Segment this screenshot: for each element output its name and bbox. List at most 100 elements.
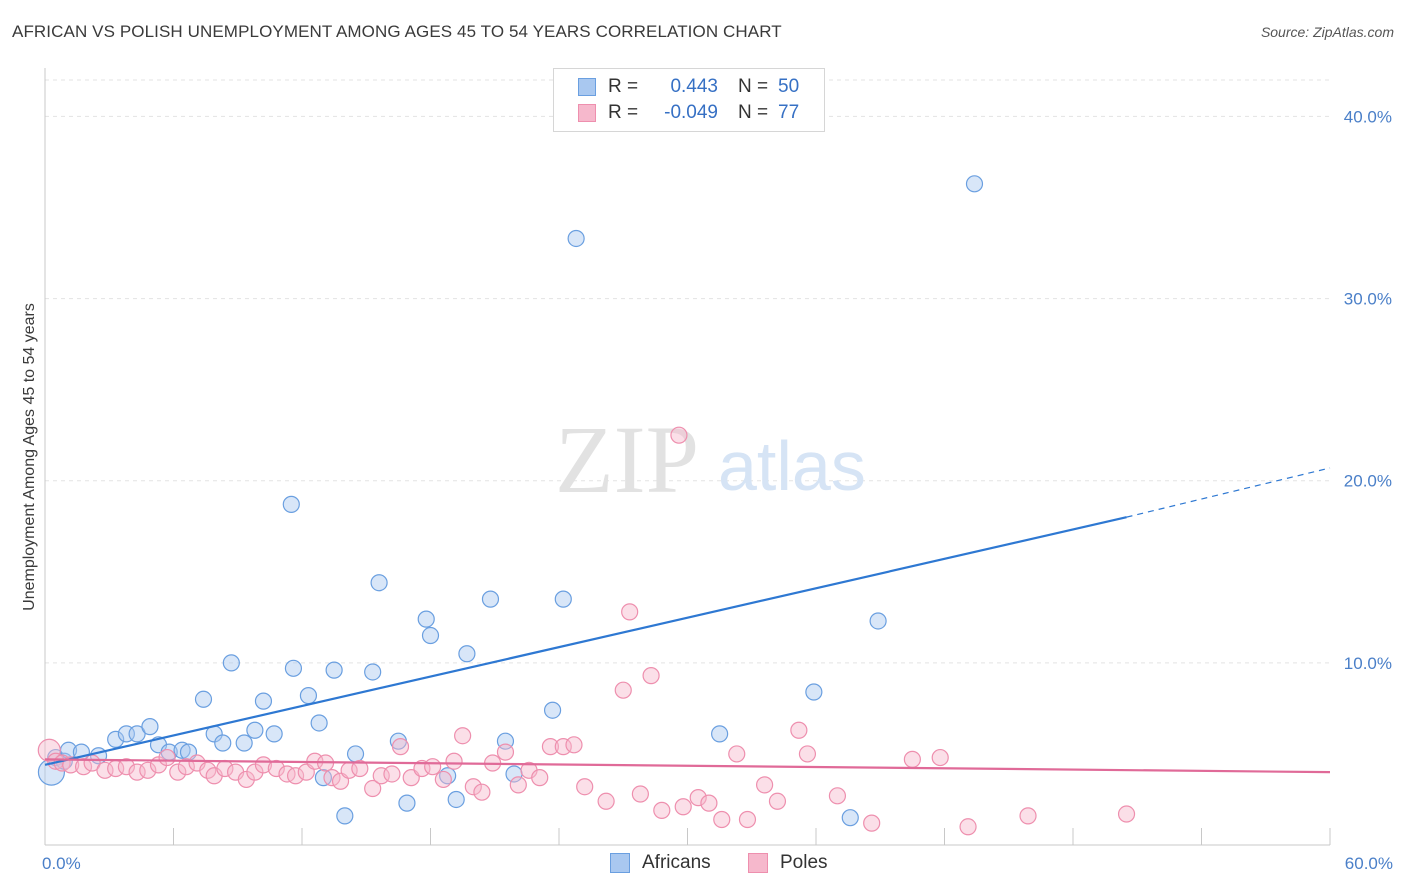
data-point-poles: [631, 785, 649, 803]
data-point-poles: [828, 787, 847, 805]
data-point-africans: [458, 645, 476, 663]
trend-lines: [44, 467, 1331, 774]
series-africans: [37, 175, 984, 827]
data-point-poles: [454, 727, 472, 745]
trend-line-africans: [44, 516, 1127, 766]
data-point-africans: [310, 714, 328, 732]
data-point-poles: [670, 426, 688, 444]
data-point-poles: [509, 776, 527, 794]
legend-swatch-poles: [748, 853, 768, 873]
data-point-africans: [364, 663, 382, 681]
data-point-africans: [282, 495, 300, 513]
data-point-poles: [700, 794, 718, 812]
data-point-africans: [370, 574, 388, 592]
data-point-poles: [728, 745, 746, 763]
data-point-poles: [755, 776, 774, 794]
data-point-poles: [1019, 807, 1037, 825]
data-point-africans: [554, 590, 572, 608]
legend-r-label: R =: [608, 102, 639, 123]
data-point-africans: [711, 725, 729, 743]
data-point-poles: [128, 763, 146, 781]
source-label: Source: ZipAtlas.com: [1260, 24, 1394, 40]
data-point-poles: [158, 748, 176, 767]
data-point-poles: [139, 761, 157, 779]
legend-r-label: R =: [608, 76, 639, 97]
data-point-poles: [445, 752, 463, 770]
data-point-poles: [286, 767, 305, 785]
data-point-africans: [254, 692, 273, 710]
data-point-poles: [738, 810, 757, 829]
bottom-legend-poles[interactable]: Poles: [748, 852, 828, 874]
data-point-africans: [805, 683, 823, 701]
data-point-africans: [398, 794, 416, 812]
data-point-africans: [447, 790, 465, 809]
legend-n-label: N =: [738, 102, 769, 123]
data-point-poles: [768, 792, 787, 810]
data-point-poles: [37, 738, 61, 762]
data-point-poles: [863, 814, 881, 832]
legend-n-value: 50: [778, 76, 800, 97]
data-point-poles: [653, 801, 671, 819]
data-point-poles: [1117, 805, 1136, 823]
data-point-poles: [413, 759, 431, 778]
data-point-poles: [391, 738, 410, 756]
data-point-africans: [222, 654, 240, 672]
x-tick-label: 0.0%: [42, 854, 81, 873]
legend-label-poles: Poles: [780, 852, 828, 873]
data-point-africans: [417, 610, 435, 628]
data-point-poles: [597, 792, 615, 810]
data-point-africans: [325, 661, 343, 679]
data-point-poles: [614, 681, 632, 699]
legend-swatch-africans: [610, 853, 630, 873]
data-point-africans: [284, 659, 303, 677]
data-point-africans: [214, 734, 232, 752]
axes: [44, 68, 1331, 846]
data-point-poles: [531, 769, 549, 787]
data-point-africans: [194, 690, 213, 708]
data-point-africans: [965, 175, 984, 193]
y-tick-label: 20.0%: [1344, 472, 1392, 491]
legend-r-value: -0.049: [664, 102, 718, 123]
data-point-africans: [336, 807, 354, 825]
data-point-africans: [421, 626, 440, 645]
legend-row-africans: R = 0.443 N = 50: [578, 75, 799, 99]
data-point-poles: [364, 779, 382, 798]
data-point-poles: [541, 738, 560, 756]
legend-label-africans: Africans: [642, 852, 711, 873]
data-point-poles: [642, 667, 660, 685]
data-point-poles: [424, 758, 442, 776]
correlation-legend: R = 0.443 N = 50 R = -0.049 N = 77: [553, 68, 825, 132]
gridlines: [45, 79, 1330, 664]
watermark: ZIP atlas: [555, 406, 866, 513]
watermark-atlas: atlas: [718, 427, 866, 505]
data-point-poles: [267, 759, 285, 778]
data-point-africans: [128, 725, 146, 743]
bottom-legend-africans[interactable]: Africans: [610, 852, 711, 874]
legend-n-value: 77: [778, 102, 800, 123]
data-point-poles: [117, 758, 135, 776]
data-point-africans: [567, 229, 585, 248]
data-point-poles: [674, 798, 692, 816]
legend-row-poles: R = -0.049 N = 77: [578, 101, 799, 125]
chart-title: AFRICAN VS POLISH UNEMPLOYMENT AMONG AGE…: [12, 22, 782, 41]
data-point-africans: [235, 734, 253, 752]
data-point-poles: [713, 810, 731, 829]
data-point-africans: [141, 718, 159, 736]
data-point-africans: [346, 745, 365, 763]
data-point-poles: [383, 765, 401, 783]
data-point-poles: [496, 743, 515, 761]
data-point-poles: [169, 763, 187, 781]
data-point-poles: [351, 759, 369, 778]
data-point-poles: [177, 758, 195, 776]
data-point-africans: [265, 725, 283, 743]
x-tick-label: 60.0%: [1345, 854, 1393, 873]
data-point-poles: [959, 818, 977, 836]
data-point-poles: [576, 778, 594, 796]
data-point-africans: [173, 741, 191, 759]
data-point-africans: [543, 701, 562, 719]
data-point-poles: [565, 736, 583, 754]
data-point-poles: [798, 745, 817, 763]
legend-swatch-poles: [578, 104, 596, 122]
data-point-poles: [689, 789, 707, 807]
